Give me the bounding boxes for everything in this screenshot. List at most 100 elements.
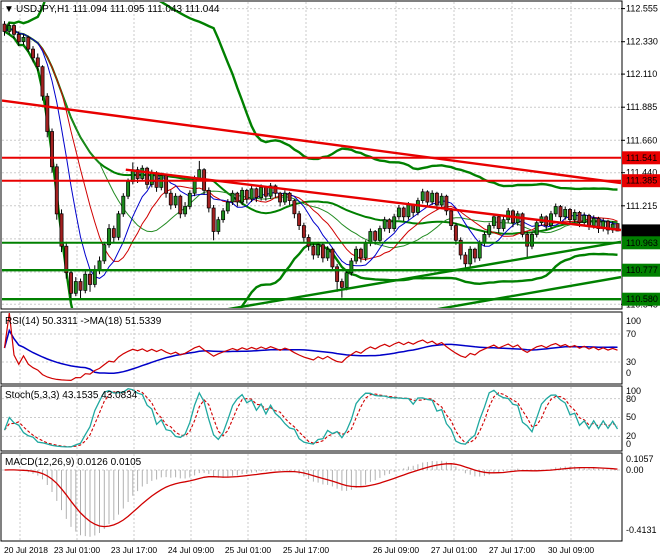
- macd-indicator-label: MACD(12,26,9) 0.0126 0.0105: [5, 457, 142, 468]
- candle-body: [268, 185, 273, 197]
- stoch-indicator-label: Stoch(5,3,3) 43.1535 43.0834: [5, 390, 138, 401]
- trendline: [436, 275, 621, 308]
- current-price-box: [622, 224, 660, 238]
- stoch-axis-label: 20: [626, 431, 636, 441]
- candle-body: [301, 225, 306, 238]
- level-price-box: [622, 174, 660, 188]
- candle-body: [534, 222, 539, 235]
- candle-body: [316, 244, 321, 256]
- candle-body: [339, 281, 344, 288]
- candle-body: [263, 187, 268, 197]
- price-axis-labels: 112.555 112.330 112.110 111.885 111.660 111.4…: [621, 4, 660, 535]
- candle-body: [235, 192, 240, 203]
- macd-signal-line: [4, 463, 618, 528]
- candle-body: [149, 172, 154, 185]
- candle-body: [21, 36, 26, 43]
- candle-body: [31, 48, 35, 59]
- rsi-axis-label: 0: [626, 368, 631, 378]
- candle-body: [358, 248, 363, 259]
- candle-body: [97, 260, 102, 271]
- chart-header-quote: USDJPY,H1 111.094 111.095 111.043 111.04…: [16, 4, 220, 15]
- stoch-panel[interactable]: [0, 385, 623, 452]
- candle-body: [396, 207, 401, 218]
- candle-body: [444, 195, 449, 212]
- time-axis-label: 27 Jul 01:00: [431, 545, 478, 555]
- candle-body: [121, 195, 126, 215]
- candle-body: [577, 212, 582, 224]
- price-axis-label: 111.885: [626, 102, 657, 112]
- candle-body: [549, 213, 553, 226]
- symbol-dropdown-icon[interactable]: ▼: [4, 4, 14, 15]
- candle-body: [102, 244, 107, 262]
- candle-body: [320, 244, 325, 259]
- time-axis-label: 23 Jul 01:00: [54, 545, 101, 555]
- candle-body: [187, 192, 192, 207]
- rsi-panel[interactable]: [0, 311, 623, 385]
- candle-body: [330, 248, 335, 268]
- trendline: [125, 168, 621, 232]
- candle-body: [168, 192, 173, 206]
- level-price-box: [622, 236, 660, 250]
- time-axis-label: 20 Jul 2018: [4, 545, 48, 555]
- candle-body: [230, 192, 235, 203]
- candle-body: [50, 131, 54, 168]
- candle-body: [354, 248, 359, 262]
- candle-body: [78, 281, 83, 291]
- price-box-label: 110.963: [626, 238, 658, 248]
- candle-body: [335, 266, 340, 282]
- price-axis-label: 111.215: [626, 201, 657, 211]
- candles-layer: [2, 21, 620, 300]
- candle-body: [477, 242, 482, 259]
- macd-axis-label: 0.00: [626, 465, 644, 475]
- candle-body: [73, 281, 78, 294]
- candle-body: [430, 192, 435, 203]
- time-axis-labels: 20 Jul 2018 23 Jul 01:00 23 Jul 17:00 24 Ju…: [4, 545, 594, 555]
- stoch-axis-label: 50: [626, 412, 636, 422]
- candle-body: [145, 167, 150, 185]
- candle-body: [282, 192, 287, 203]
- candle-body: [107, 228, 111, 246]
- candle-body: [59, 213, 64, 247]
- candle-body: [211, 207, 216, 232]
- candle-body: [240, 189, 245, 203]
- candle-body: [225, 201, 230, 212]
- ma-mid-line: [4, 27, 618, 262]
- candle-body: [206, 189, 211, 209]
- candle-body: [69, 272, 73, 294]
- candle-body: [615, 223, 620, 232]
- time-axis-label: 27 Jul 17:00: [489, 545, 536, 555]
- candle-body: [297, 213, 302, 226]
- candle-body: [173, 195, 178, 206]
- trendline: [2, 99, 621, 185]
- candle-body: [183, 206, 188, 215]
- main-panel[interactable]: [0, 0, 623, 310]
- time-axis-label: 25 Jul 01:00: [225, 545, 272, 555]
- price-box-label: 110.777: [626, 265, 658, 275]
- candle-body: [116, 213, 121, 238]
- candle-body: [377, 228, 382, 241]
- candle-body: [439, 195, 444, 206]
- candle-body: [135, 169, 140, 179]
- candle-body: [16, 34, 21, 43]
- candle-body: [178, 195, 183, 215]
- candle-body: [468, 248, 473, 265]
- macd-axis-label: -0.4131: [626, 525, 657, 535]
- candle-body: [368, 231, 373, 244]
- rsi-layer: [2, 313, 621, 383]
- candle-body: [563, 209, 568, 218]
- candle-body: [501, 219, 506, 229]
- macd-axis-label: 0.1057: [626, 454, 654, 464]
- candle-body: [278, 192, 283, 203]
- price-axis-label: 111.660: [626, 135, 657, 145]
- candle-body: [64, 245, 69, 274]
- macd-layer: [2, 454, 621, 540]
- bollinger-middle-band: [3, 27, 618, 235]
- price-box-label: 110.580: [626, 294, 658, 304]
- candle-body: [92, 269, 97, 285]
- candle-body: [596, 217, 601, 229]
- candle-body: [140, 167, 145, 179]
- candle-body: [568, 209, 572, 221]
- candle-body: [287, 192, 292, 201]
- candle-body: [392, 216, 397, 229]
